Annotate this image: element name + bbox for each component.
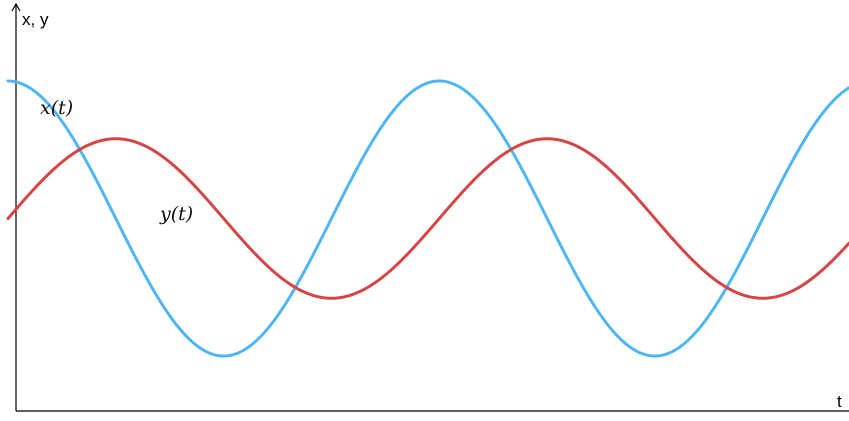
y-axis-label: x, y [22, 10, 49, 29]
series-line-y [6, 137, 849, 300]
x-axis-label: t [837, 392, 842, 411]
series-label-x: x(t) [40, 97, 73, 119]
series-line-x [6, 79, 849, 358]
series-label-y: y(t) [159, 203, 193, 225]
y-axis-arrow [11, 2, 21, 12]
